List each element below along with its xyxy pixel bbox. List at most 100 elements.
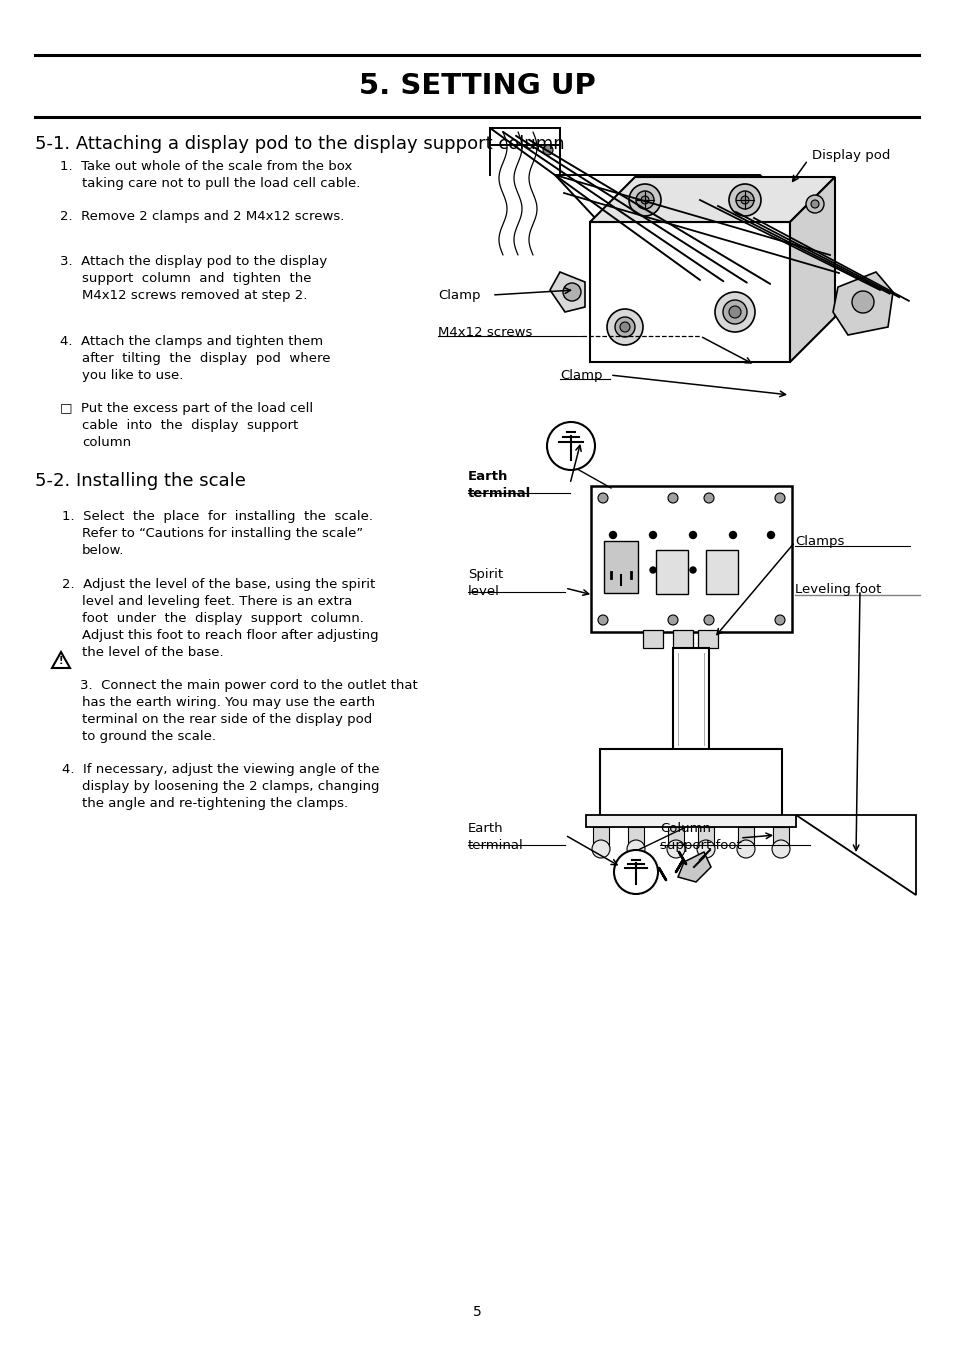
Text: 3.  Connect the main power cord to the outlet that: 3. Connect the main power cord to the ou…	[80, 679, 417, 693]
Circle shape	[810, 200, 818, 208]
Circle shape	[619, 323, 629, 332]
Circle shape	[636, 190, 654, 209]
Circle shape	[805, 194, 823, 213]
Text: cable  into  the  display  support: cable into the display support	[82, 418, 298, 432]
Text: terminal: terminal	[468, 487, 531, 500]
Text: Clamps: Clamps	[794, 536, 843, 548]
Text: the level of the base.: the level of the base.	[82, 647, 223, 659]
Text: 2.  Remove 2 clamps and 2 M4x12 screws.: 2. Remove 2 clamps and 2 M4x12 screws.	[60, 211, 344, 223]
Circle shape	[666, 840, 684, 859]
Text: 5: 5	[472, 1305, 481, 1319]
Polygon shape	[490, 128, 559, 144]
FancyBboxPatch shape	[642, 630, 662, 648]
Circle shape	[740, 196, 748, 204]
FancyBboxPatch shape	[772, 828, 788, 849]
Circle shape	[728, 184, 760, 216]
Circle shape	[649, 567, 656, 572]
Circle shape	[771, 840, 789, 859]
Text: Display pod: Display pod	[811, 148, 889, 162]
Circle shape	[649, 532, 656, 539]
Polygon shape	[789, 177, 834, 362]
Circle shape	[737, 840, 754, 859]
FancyBboxPatch shape	[672, 630, 692, 648]
Circle shape	[714, 292, 754, 332]
Text: 5-2. Installing the scale: 5-2. Installing the scale	[35, 472, 246, 490]
Circle shape	[598, 616, 607, 625]
Circle shape	[546, 423, 595, 470]
Text: support foot: support foot	[659, 838, 741, 852]
Text: Refer to “Cautions for installing the scale”: Refer to “Cautions for installing the sc…	[82, 526, 363, 540]
Text: 2.  Adjust the level of the base, using the spirit: 2. Adjust the level of the base, using t…	[62, 578, 375, 591]
FancyBboxPatch shape	[672, 648, 708, 751]
Circle shape	[592, 840, 609, 859]
Text: Spirit: Spirit	[468, 568, 502, 580]
Polygon shape	[589, 221, 789, 362]
Polygon shape	[589, 177, 834, 221]
Circle shape	[774, 493, 784, 504]
FancyBboxPatch shape	[627, 828, 643, 849]
Text: taking care not to pull the load cell cable.: taking care not to pull the load cell ca…	[82, 177, 360, 190]
Polygon shape	[555, 176, 829, 250]
Text: after  tilting  the  display  pod  where: after tilting the display pod where	[82, 352, 330, 365]
Text: foot  under  the  display  support  column.: foot under the display support column.	[82, 612, 363, 625]
Polygon shape	[550, 271, 584, 312]
Text: level: level	[468, 585, 499, 598]
Circle shape	[609, 532, 616, 539]
Text: 5. SETTING UP: 5. SETTING UP	[358, 72, 595, 100]
Text: Adjust this foot to reach floor after adjusting: Adjust this foot to reach floor after ad…	[82, 629, 378, 643]
Circle shape	[689, 532, 696, 539]
FancyBboxPatch shape	[705, 549, 738, 594]
Text: M4x12 screws: M4x12 screws	[437, 325, 532, 339]
FancyBboxPatch shape	[698, 630, 718, 648]
Circle shape	[542, 144, 553, 155]
Circle shape	[615, 317, 635, 338]
Text: Earth: Earth	[468, 822, 503, 836]
Circle shape	[703, 616, 713, 625]
Circle shape	[614, 850, 658, 894]
Circle shape	[606, 309, 642, 346]
Text: level and leveling feet. There is an extra: level and leveling feet. There is an ext…	[82, 595, 352, 608]
Text: 4.  If necessary, adjust the viewing angle of the: 4. If necessary, adjust the viewing angl…	[62, 763, 379, 776]
Circle shape	[598, 493, 607, 504]
Circle shape	[667, 493, 678, 504]
Circle shape	[703, 493, 713, 504]
Text: □  Put the excess part of the load cell: □ Put the excess part of the load cell	[60, 402, 313, 414]
Circle shape	[735, 190, 753, 209]
FancyBboxPatch shape	[585, 815, 795, 828]
Circle shape	[562, 284, 580, 301]
Text: M4x12 screws removed at step 2.: M4x12 screws removed at step 2.	[82, 289, 307, 302]
Text: the angle and re-tightening the clamps.: the angle and re-tightening the clamps.	[82, 796, 348, 810]
Circle shape	[851, 292, 873, 313]
Text: you like to use.: you like to use.	[82, 369, 183, 382]
FancyBboxPatch shape	[667, 828, 683, 849]
Text: Clamp: Clamp	[559, 369, 602, 382]
Text: 3.  Attach the display pod to the display: 3. Attach the display pod to the display	[60, 255, 327, 269]
Text: terminal: terminal	[468, 838, 523, 852]
Polygon shape	[678, 852, 710, 882]
Text: below.: below.	[82, 544, 124, 558]
Circle shape	[729, 532, 736, 539]
Text: !: !	[59, 656, 63, 666]
FancyBboxPatch shape	[590, 486, 791, 632]
FancyBboxPatch shape	[698, 828, 713, 849]
Circle shape	[722, 300, 746, 324]
Circle shape	[626, 840, 644, 859]
Text: 1.  Select  the  place  for  installing  the  scale.: 1. Select the place for installing the s…	[62, 510, 373, 522]
Text: display by loosening the 2 clamps, changing: display by loosening the 2 clamps, chang…	[82, 780, 379, 792]
Text: 1.  Take out whole of the scale from the box: 1. Take out whole of the scale from the …	[60, 161, 352, 173]
FancyBboxPatch shape	[738, 828, 753, 849]
Circle shape	[667, 616, 678, 625]
Text: 4.  Attach the clamps and tighten them: 4. Attach the clamps and tighten them	[60, 335, 323, 348]
Circle shape	[774, 616, 784, 625]
FancyBboxPatch shape	[593, 828, 608, 849]
Text: Column: Column	[659, 822, 710, 836]
Polygon shape	[832, 271, 892, 335]
Text: Clamp: Clamp	[437, 289, 480, 301]
Text: to ground the scale.: to ground the scale.	[82, 730, 215, 742]
Text: column: column	[82, 436, 131, 450]
Circle shape	[628, 184, 660, 216]
Text: 5-1. Attaching a display pod to the display support column: 5-1. Attaching a display pod to the disp…	[35, 135, 564, 153]
FancyBboxPatch shape	[656, 549, 687, 594]
Text: Leveling foot: Leveling foot	[794, 583, 881, 597]
FancyBboxPatch shape	[599, 749, 781, 815]
